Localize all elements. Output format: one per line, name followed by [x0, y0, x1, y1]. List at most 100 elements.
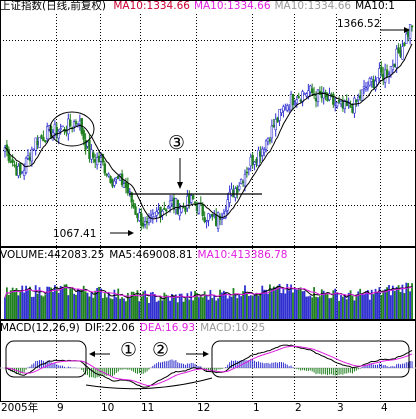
macd-header: MACD(12,26,9) DIF:22.06 DEA:16.93 MACD:10.2…	[0, 322, 270, 334]
candle-body	[15, 165, 18, 176]
volume-bar	[100, 288, 102, 319]
candle-body	[72, 121, 76, 127]
candle-body	[115, 177, 118, 180]
candle-body	[9, 160, 12, 163]
volume-bar	[36, 293, 39, 319]
candle-body	[262, 149, 266, 153]
volume-bar	[278, 283, 281, 319]
volume-bar	[38, 287, 41, 319]
volume-bar	[311, 297, 314, 319]
macd-box-right	[211, 340, 410, 378]
candle-body	[65, 130, 68, 133]
volume-bar	[270, 288, 273, 319]
volume-bar	[265, 289, 268, 319]
x-axis-label: 12	[197, 402, 211, 414]
volume-bar	[326, 293, 329, 319]
candle-body	[289, 93, 293, 111]
volume-bar	[142, 291, 145, 319]
volume-legend-item: VOLUME:442083.25	[0, 249, 105, 261]
arrow-3-head	[177, 182, 183, 189]
volume-bar	[176, 302, 179, 319]
volume-bar	[401, 284, 404, 319]
candle-body	[155, 211, 158, 216]
volume-bar	[119, 298, 122, 319]
volume-bar	[77, 289, 79, 319]
volume-bar	[334, 288, 337, 319]
volume-bar	[359, 288, 362, 319]
volume-bar	[221, 292, 223, 319]
macd-bottom-curve	[85, 377, 213, 390]
volume-panel	[4, 282, 413, 319]
volume-bar	[63, 284, 66, 319]
candle-body	[391, 65, 395, 70]
candle-body	[284, 108, 287, 111]
candle-body	[136, 213, 139, 219]
volume-bar	[405, 282, 408, 319]
volume-bar	[215, 300, 218, 319]
annotation-overlay	[5, 27, 410, 390]
candle-body	[130, 192, 133, 203]
volume-bar	[391, 285, 394, 319]
candle-body	[74, 121, 78, 124]
volume-bar	[50, 287, 52, 319]
candle-body	[38, 136, 41, 149]
volume-bar	[368, 299, 371, 319]
volume-bar	[101, 297, 104, 319]
volume-bar	[295, 289, 298, 319]
candle-body	[94, 159, 97, 163]
volume-bar	[232, 288, 235, 319]
macd-legend-item: MACD:10.25	[200, 322, 266, 334]
volume-bar	[276, 285, 279, 319]
volume-bar	[349, 290, 352, 319]
volume-bar	[299, 287, 302, 319]
x-axis-label: 2	[295, 402, 302, 414]
volume-bar	[73, 293, 75, 319]
candle-body	[305, 93, 308, 97]
volume-bar	[169, 300, 171, 319]
candle-body	[355, 99, 358, 102]
candle-body	[59, 128, 62, 130]
volume-bar	[138, 301, 141, 319]
volume-bar	[407, 282, 410, 319]
volume-bar	[217, 298, 220, 319]
price-panel	[3, 24, 414, 233]
volume-bar	[384, 289, 387, 319]
volume-bar	[174, 294, 177, 319]
candle-body	[357, 96, 360, 100]
volume-bar	[305, 296, 308, 319]
volume-bar	[103, 293, 106, 319]
volume-bar	[46, 286, 49, 319]
candle-body	[168, 200, 172, 208]
candle-body	[124, 181, 128, 188]
volume-bar	[399, 291, 402, 319]
volume-bar	[228, 295, 231, 319]
volume-bar	[222, 290, 225, 319]
volume-bar	[290, 284, 292, 319]
candle-body	[362, 86, 366, 89]
volume-bar	[30, 296, 33, 319]
candle-body	[17, 166, 20, 177]
volume-bar	[130, 291, 133, 319]
volume-bar	[288, 290, 291, 319]
candle-body	[191, 195, 195, 200]
volume-bar	[186, 293, 189, 319]
volume-bar	[361, 293, 364, 319]
volume-bar	[123, 298, 125, 319]
candle-body	[97, 155, 101, 163]
candle-body	[138, 212, 141, 221]
candle-body	[303, 93, 306, 95]
candle-body	[11, 159, 14, 163]
volume-bar	[159, 297, 162, 319]
candle-body	[297, 96, 300, 98]
candle-body	[314, 97, 318, 102]
candle-body	[278, 108, 281, 121]
candle-body	[92, 152, 95, 158]
volume-bar	[40, 295, 43, 319]
candle-body	[374, 80, 377, 90]
x-axis-label: 4	[381, 402, 388, 414]
volume-bar	[82, 285, 85, 319]
candle-body	[143, 221, 147, 225]
candle-body	[299, 99, 302, 102]
volume-bar	[13, 292, 16, 319]
